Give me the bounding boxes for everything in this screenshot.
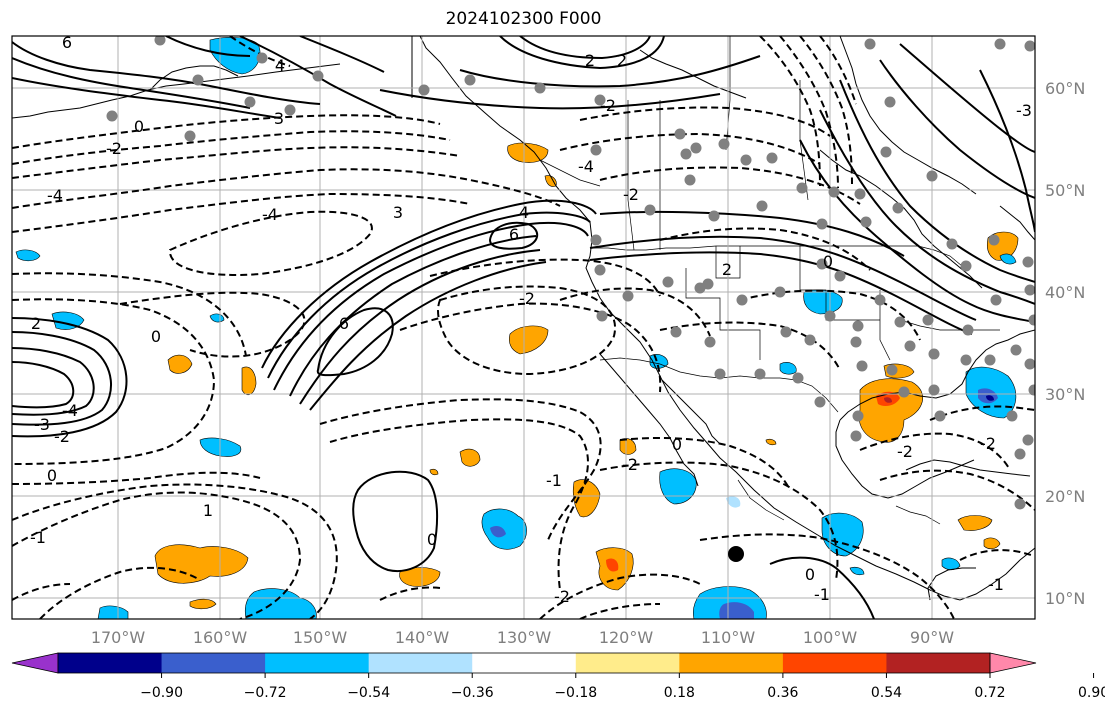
contour-label: 0 <box>805 565 815 584</box>
contour-label: -2 <box>554 587 570 606</box>
colorbar-extend-high <box>989 652 1037 674</box>
colorbar-segment <box>679 653 784 673</box>
lat-label: 40°N <box>1045 283 1085 302</box>
lat-label: 10°N <box>1045 589 1085 608</box>
lon-label: 130°W <box>497 628 552 647</box>
lon-label: 150°W <box>293 628 348 647</box>
contour-label: -2 <box>622 455 638 474</box>
contour-label: -1 <box>30 528 46 547</box>
colorbar-tick-label: 0.18 <box>664 685 695 701</box>
lon-label: 140°W <box>395 628 450 647</box>
contour-label: -1 <box>546 471 562 490</box>
colorbar-segment <box>886 653 991 673</box>
light-negative-patches <box>726 496 741 508</box>
contour-label: 0 <box>151 327 161 346</box>
contour-label: -4 <box>262 205 278 224</box>
longitude-labels: 170°W 160°W 150°W 140°W 130°W 120°W 110°… <box>91 628 954 647</box>
contour-label: 3 <box>393 203 403 222</box>
contour-label: 2 <box>31 314 41 333</box>
strongest-positive-patches <box>884 397 892 403</box>
colorbar-segment <box>472 653 577 673</box>
lat-label: 30°N <box>1045 385 1085 404</box>
contour-label: -4 <box>62 401 78 420</box>
lat-label: 50°N <box>1045 181 1085 200</box>
colorbar-segment <box>575 653 680 673</box>
map-frame <box>11 35 1036 620</box>
colorbar-tick-label: 0.54 <box>871 685 902 701</box>
contour-label: -3 <box>1016 101 1032 120</box>
contour-label: -2 <box>54 427 70 446</box>
strongest-negative-patches <box>986 395 994 401</box>
colorbar-tick-label: −0.54 <box>347 685 390 701</box>
contour-label: -4 <box>578 157 594 176</box>
contour-label: 2 <box>722 260 732 279</box>
contour-label: -2 <box>623 185 639 204</box>
plot-title: 2024102300 F000 <box>445 9 602 29</box>
colorbar-tick-label: −0.36 <box>451 685 494 701</box>
lon-label: 160°W <box>193 628 248 647</box>
colorbar-segment <box>265 653 370 673</box>
colorbar-tick-label: 0.90 <box>1078 685 1105 701</box>
contour-labels: 6 4 -4 -4 6 6 4 3 -2 2 0 0 -4 -3 -2 -1 0… <box>30 33 1032 606</box>
station-dots <box>106 36 1035 510</box>
contour-label: 4 <box>275 56 285 75</box>
storm-center-marker <box>728 546 744 562</box>
contour-label: 0 <box>134 117 144 136</box>
colorbar-segment <box>161 653 266 673</box>
lon-label: 170°W <box>91 628 146 647</box>
contour-label: 0 <box>823 252 833 271</box>
contour-label: -2 <box>980 434 996 453</box>
contour-label: 6 <box>509 225 519 244</box>
contour-label: 2 <box>585 51 595 70</box>
latitude-labels: 60°N 50°N 40°N 30°N 20°N 10°N <box>1045 79 1085 608</box>
contour-label: 0 <box>427 530 437 549</box>
colorbar-segment <box>782 653 887 673</box>
colorbar-segment <box>58 653 163 673</box>
contour-label: 2 <box>617 51 627 70</box>
lon-label: 120°W <box>599 628 654 647</box>
lon-label: 90°W <box>910 628 954 647</box>
contour-label: 6 <box>62 33 72 52</box>
colorbar-tick-label: 0.36 <box>767 685 798 701</box>
contour-label: -4 <box>47 186 63 205</box>
colorbar: −0.90 −0.72 −0.54 −0.36 −0.18 0.18 0.36 0.54 0.7… <box>11 652 1105 701</box>
colorbar-extend-low <box>11 652 59 674</box>
map-layers: 6 4 -4 -4 6 6 4 3 -2 2 0 0 -4 -3 -2 -1 0… <box>12 33 1035 619</box>
contour-label: -1 <box>814 585 830 604</box>
lat-label: 60°N <box>1045 79 1085 98</box>
contour-label: -2 <box>897 442 913 461</box>
colorbar-tick-label: −0.18 <box>554 685 597 701</box>
graticule <box>12 36 1035 619</box>
contour-label: 4 <box>519 203 529 222</box>
contour-label: 0 <box>47 466 57 485</box>
contour-label: -2 <box>106 139 122 158</box>
colorbar-tick-label: −0.72 <box>244 685 287 701</box>
lat-label: 20°N <box>1045 487 1085 506</box>
colorbar-tick-label: 0.72 <box>974 685 1005 701</box>
contour-label: -3 <box>34 415 50 434</box>
contour-label: 3 <box>274 109 284 128</box>
colorbar-segment <box>368 653 473 673</box>
contour-label: 6 <box>339 314 349 333</box>
contour-label: 0 <box>672 435 682 454</box>
contour-label: -2 <box>600 96 616 115</box>
contour-label: -1 <box>988 575 1004 594</box>
contour-label: 1 <box>203 501 213 520</box>
lon-label: 100°W <box>803 628 858 647</box>
colorbar-tick-label: −0.90 <box>140 685 183 701</box>
lon-label: 110°W <box>701 628 756 647</box>
colorbar-frame <box>57 652 991 674</box>
dashed-contours <box>12 36 1035 619</box>
contour-label: -2 <box>519 289 535 308</box>
